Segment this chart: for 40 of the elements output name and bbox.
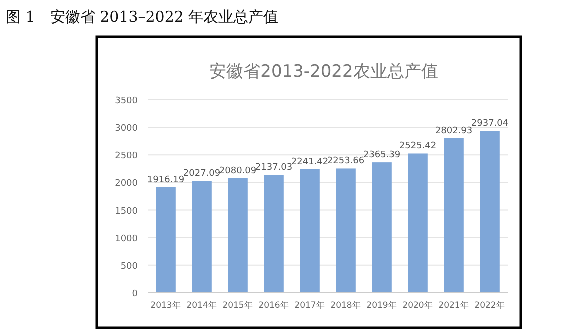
y-tick-label: 2000 (115, 179, 138, 190)
data-label: 2802.93 (435, 126, 473, 136)
bar (300, 169, 320, 293)
data-label: 2937.04 (471, 119, 509, 130)
bar (408, 154, 428, 293)
y-tick-label: 500 (120, 262, 138, 272)
x-tick-label: 2022年 (474, 300, 506, 311)
data-label: 2365.39 (363, 150, 401, 161)
data-label: 2080.09 (219, 166, 257, 176)
data-label: 2137.03 (255, 163, 293, 174)
x-tick-label: 2020年 (402, 300, 434, 311)
y-tick-label: 3500 (115, 96, 138, 106)
data-label: 2253.66 (327, 156, 365, 167)
y-tick-label: 1000 (115, 234, 138, 244)
y-tick-label: 3000 (115, 124, 138, 134)
x-tick-label: 2014年 (186, 300, 218, 311)
x-tick-label: 2015年 (222, 300, 254, 311)
x-tick-label: 2021年 (438, 300, 470, 311)
bar (264, 175, 284, 293)
bar (372, 162, 392, 293)
y-tick-label: 0 (132, 290, 138, 300)
data-label: 2241.42 (291, 157, 329, 168)
data-label: 2525.42 (399, 142, 437, 152)
caption: 图 1 安徽省 2013–2022 年农业总产值 (6, 8, 279, 26)
x-tick-label: 2013年 (150, 300, 182, 311)
bar (336, 168, 356, 293)
y-tick-label: 1500 (115, 206, 138, 217)
bar (444, 138, 464, 293)
x-tick-label: 2019年 (366, 300, 398, 311)
bar (156, 187, 176, 293)
bar (192, 181, 212, 293)
data-label: 1916.19 (147, 175, 185, 186)
bar (228, 178, 248, 293)
chart-title: 安徽省2013-2022农业总产值 (210, 62, 438, 82)
x-tick-label: 2017年 (294, 300, 326, 311)
y-tick-label: 2500 (115, 152, 138, 162)
x-tick-label: 2018年 (330, 300, 362, 311)
x-tick-label: 2016年 (258, 300, 290, 311)
bar (480, 131, 500, 293)
data-label: 2027.09 (183, 169, 221, 180)
